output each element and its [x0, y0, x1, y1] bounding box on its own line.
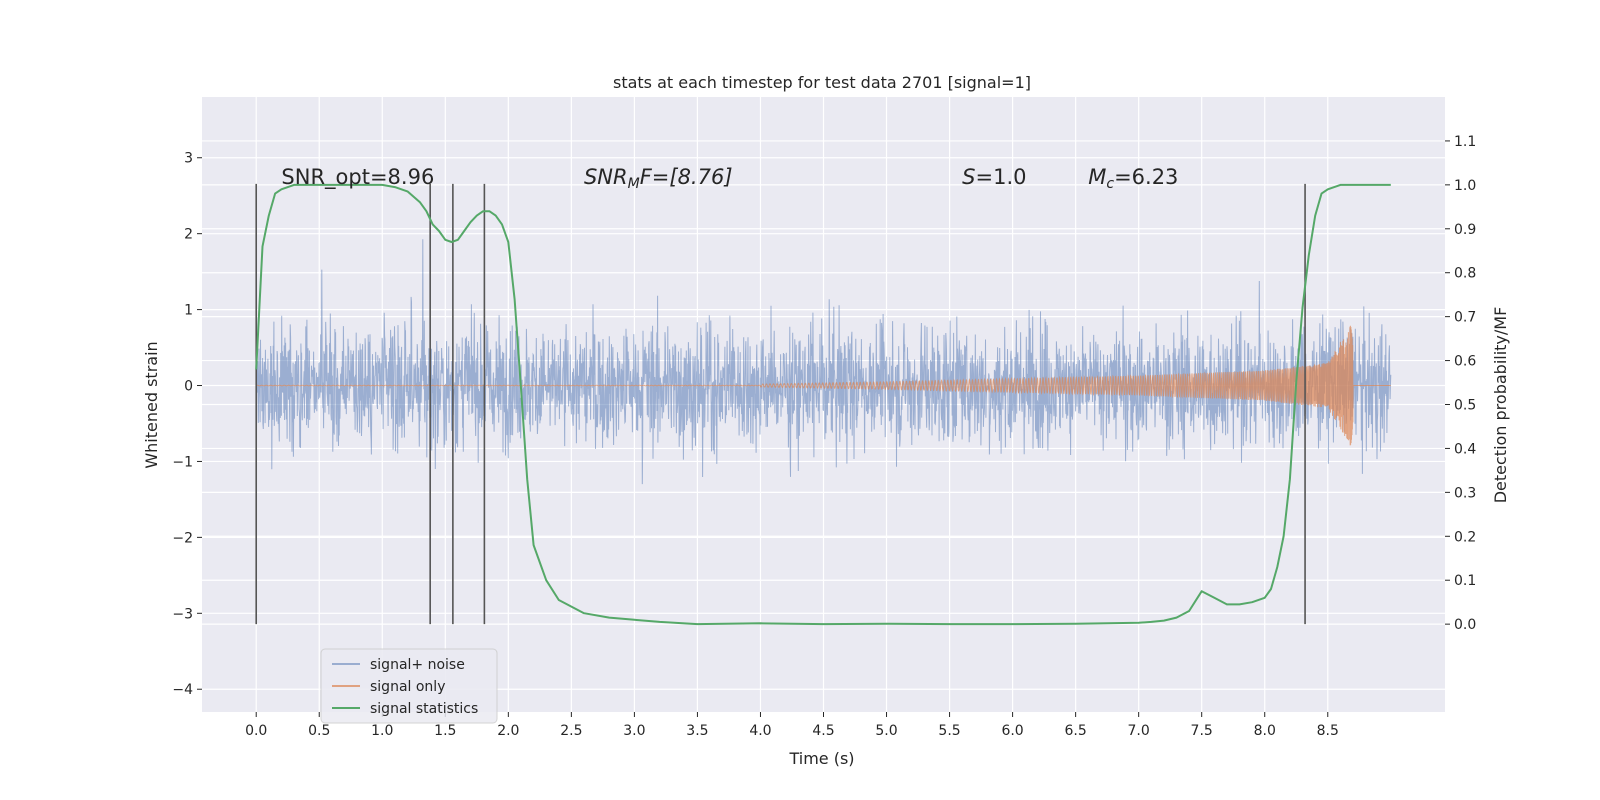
x-tick-label: 7.5	[1191, 723, 1213, 739]
x-tick-label: 6.0	[1001, 723, 1023, 739]
x-tick-label: 1.5	[434, 723, 456, 739]
annotation-s: S=1.0	[962, 165, 1026, 189]
y-tick-label: −1	[172, 454, 193, 470]
y-right-tick-label: 0.3	[1454, 485, 1476, 501]
y-right-axis-label: Detection probability/MF	[1491, 307, 1510, 504]
x-tick-label: 4.5	[812, 723, 834, 739]
x-tick-label: 0.5	[308, 723, 330, 739]
y-tick-label: −3	[172, 606, 193, 622]
x-tick-label: 3.0	[623, 723, 645, 739]
annotation-snr-opt: SNR_opt=8.96	[281, 165, 434, 190]
x-tick-label: 2.5	[560, 723, 582, 739]
x-tick-label: 1.0	[371, 723, 393, 739]
annotations: SNR_opt=8.96 SNRMF=[8.76] S=1.0 Mc=6.23	[281, 165, 1178, 192]
x-tick-label: 8.0	[1254, 723, 1276, 739]
x-tick-label: 3.5	[686, 723, 708, 739]
y-tick-label: 0	[184, 379, 193, 395]
annotation-snr-mf: SNRMF=[8.76]	[584, 165, 733, 192]
legend-box	[320, 648, 498, 724]
legend-label-noise: signal+ noise	[370, 657, 465, 673]
chart-title: stats at each timestep for test data 270…	[613, 73, 1031, 92]
y-tick-label: −2	[172, 530, 193, 546]
y-right-tick-label: 0.4	[1454, 441, 1476, 457]
y-right-tick-label: 1.1	[1454, 134, 1476, 150]
y-right-tick-label: 0.9	[1454, 222, 1476, 238]
y-right-tick-label: 0.5	[1454, 398, 1476, 414]
legend: signal+ noise signal only signal statist…	[320, 648, 498, 724]
y-tick-label: 3	[184, 151, 193, 167]
y-right-tick-label: 0.8	[1454, 266, 1476, 282]
x-axis-label: Time (s)	[788, 749, 854, 768]
y-tick-label: 1	[184, 303, 193, 319]
y-right-tick-label: 0.0	[1454, 617, 1476, 633]
y-right-tick-label: 0.6	[1454, 354, 1476, 370]
y-tick-label: 2	[184, 227, 193, 243]
y-right-tick-label: 0.1	[1454, 573, 1476, 589]
x-tick-label: 6.5	[1064, 723, 1086, 739]
y-right-tick-label: 0.7	[1454, 310, 1476, 326]
series-signal-statistics	[255, 183, 1391, 626]
x-tick-label: 0.0	[245, 723, 267, 739]
x-tick-label: 4.0	[749, 723, 771, 739]
y-right-tick-label: 1.0	[1454, 178, 1476, 194]
y-tick-label: −4	[172, 682, 193, 698]
x-tick-label: 5.0	[875, 723, 897, 739]
ticks: 0.0 0.5 1.0 1.5 2.0 2.5 3.0 3.5 4.0 4.5 5.0 5.5 6.0 6…	[172, 134, 1476, 739]
legend-label-signal: signal only	[370, 679, 445, 695]
annotation-mc: Mc=6.23	[1088, 165, 1178, 192]
x-tick-label: 7.0	[1128, 723, 1150, 739]
y-axis-label: Whitened strain	[142, 341, 161, 468]
x-tick-label: 5.5	[938, 723, 960, 739]
y-right-tick-label: 0.2	[1454, 529, 1476, 545]
x-tick-label: 2.0	[497, 723, 519, 739]
x-tick-label: 8.5	[1317, 723, 1339, 739]
legend-label-statistics: signal statistics	[370, 701, 478, 717]
series-signal-only	[256, 325, 1391, 446]
data-layer	[255, 183, 1392, 626]
